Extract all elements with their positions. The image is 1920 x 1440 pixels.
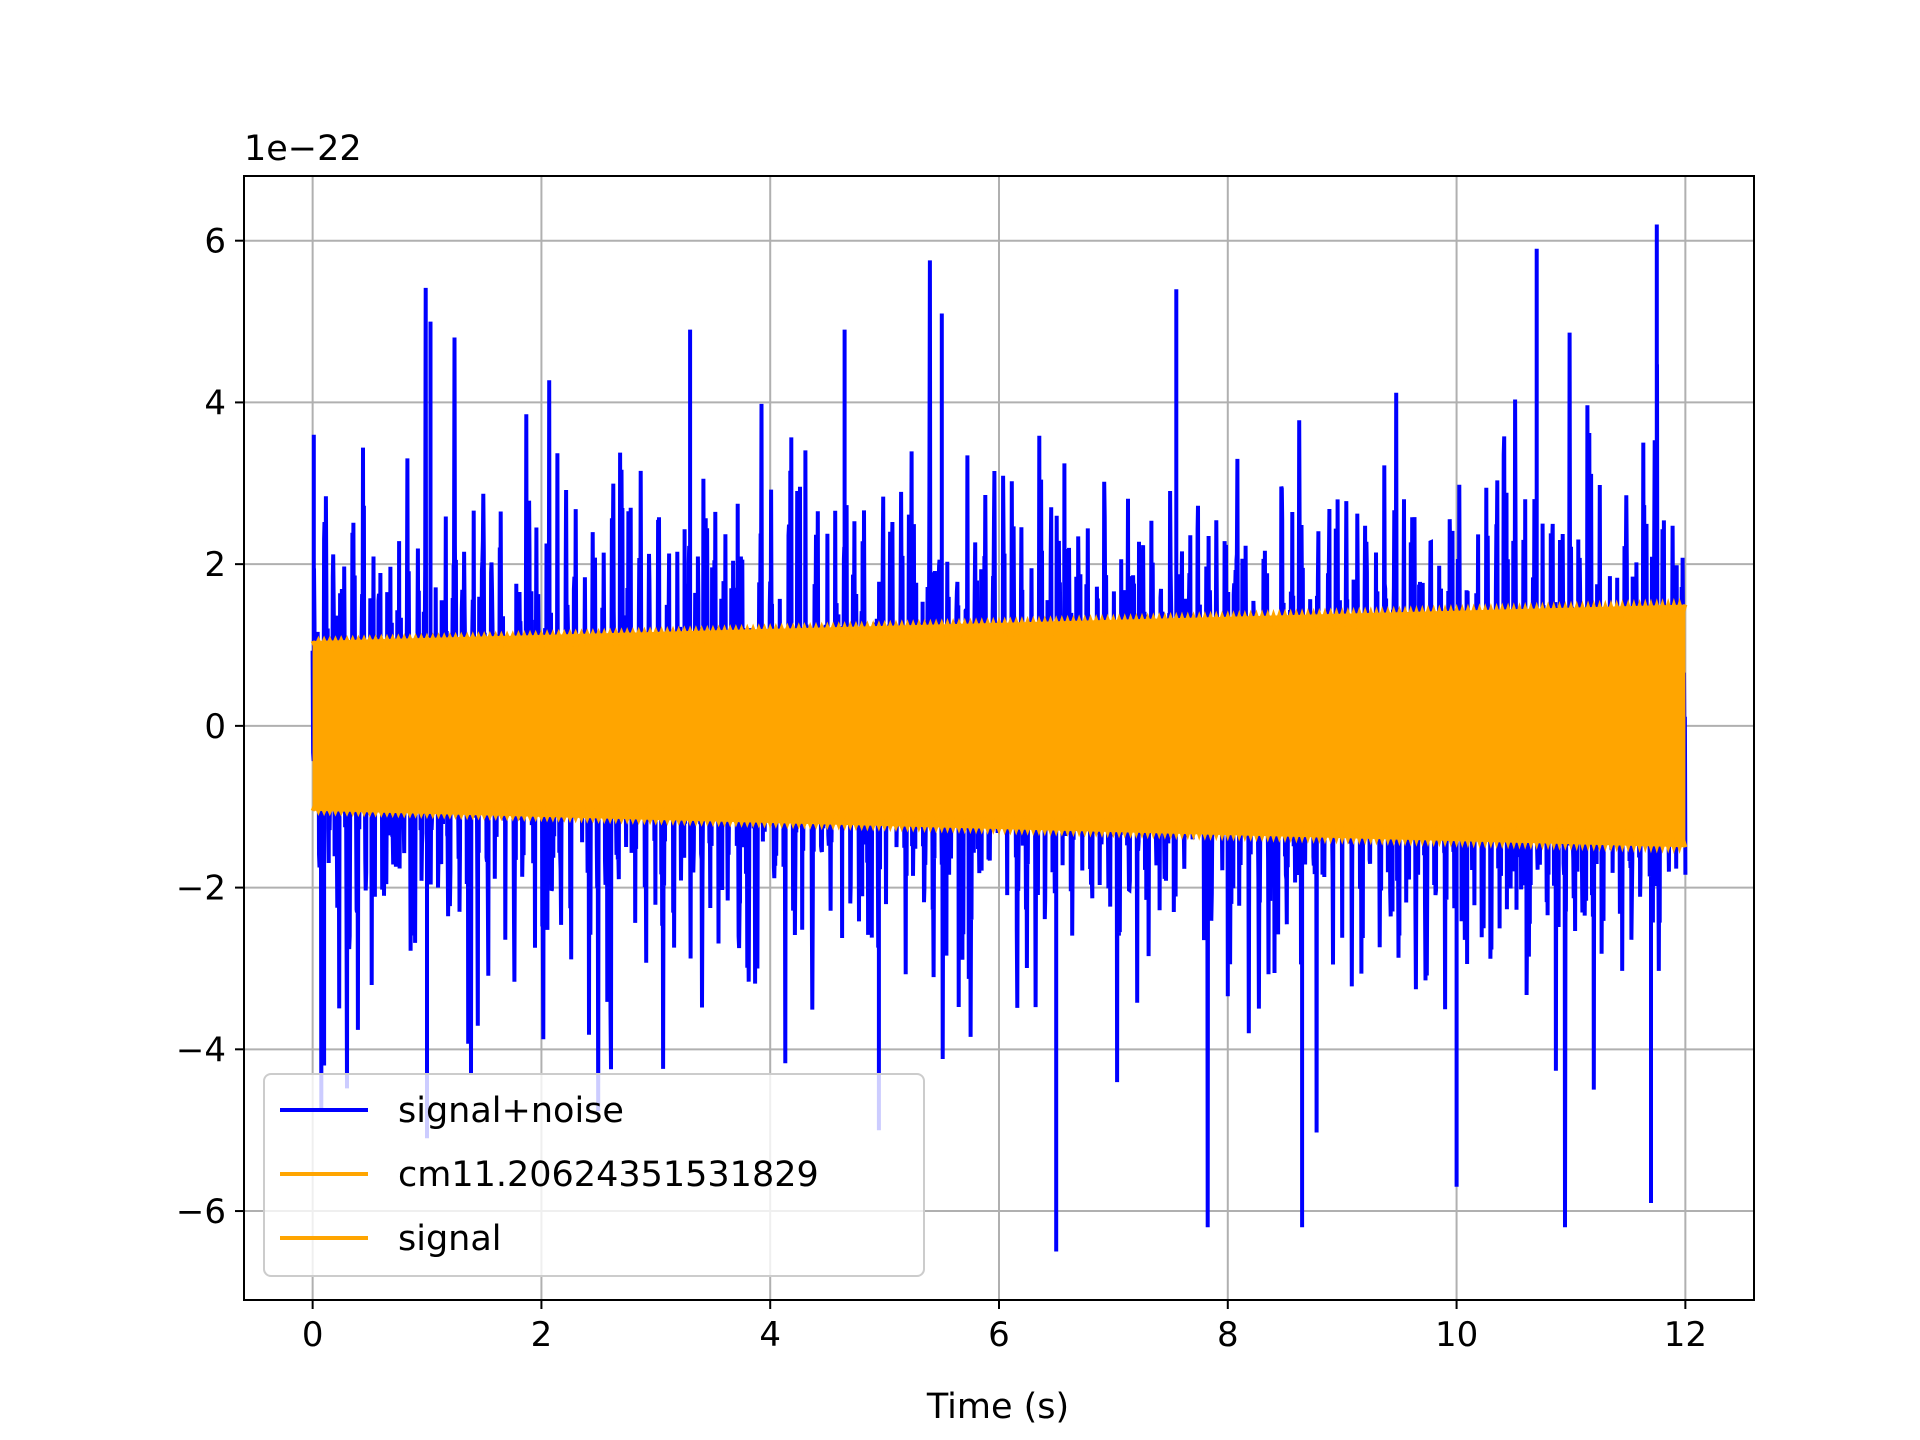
series-signal-line [310, 597, 1688, 855]
x-tick-label: 2 [531, 1315, 553, 1355]
y-tick-label: −4 [176, 1030, 226, 1070]
series-signal-band [312, 604, 1686, 848]
legend-box [263, 1073, 925, 1277]
y-tick-label: 0 [204, 707, 226, 747]
y-tick-label: 2 [204, 545, 226, 585]
legend-label-signal: signal [398, 1219, 502, 1259]
y-offset-label: 1e−22 [244, 129, 362, 169]
y-tick-label: 6 [204, 222, 226, 262]
y-tick-label: −2 [176, 869, 226, 909]
y-tick-label: 4 [204, 383, 226, 423]
x-tick-label: 10 [1435, 1315, 1478, 1355]
x-axis-label: Time (s) [926, 1387, 1069, 1427]
legend: signal+noise cm11.20624351531829 signal [263, 1073, 925, 1277]
x-tick-label: 4 [759, 1315, 781, 1355]
y-tick-label: −6 [176, 1192, 226, 1232]
x-tick-label: 8 [1217, 1315, 1239, 1355]
x-tick-label: 0 [302, 1315, 324, 1355]
x-tick-label: 6 [988, 1315, 1010, 1355]
y-axis-ticks: −6 −4 −2 0 2 4 6 [176, 222, 244, 1232]
x-axis-ticks: 0 2 4 6 8 10 12 [302, 1300, 1707, 1355]
x-tick-label: 12 [1664, 1315, 1707, 1355]
legend-label-signal-noise: signal+noise [398, 1091, 624, 1131]
legend-label-cm: cm11.20624351531829 [398, 1155, 819, 1195]
